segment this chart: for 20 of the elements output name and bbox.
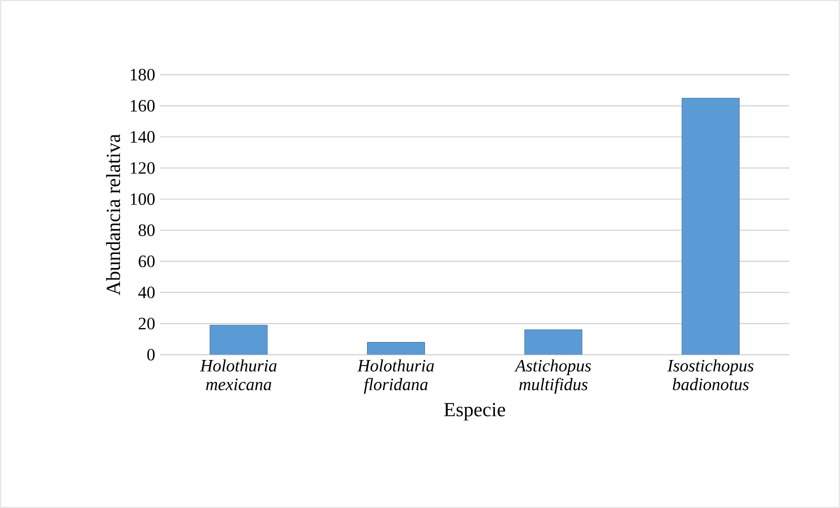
y-tick-label: 120 [130,162,155,174]
y-tick-label: 80 [138,224,155,236]
y-tick-label: 100 [130,193,155,205]
x-tick-label: Astichopus multifidus [514,359,591,394]
x-tick-label: Holothuria mexicana [200,359,277,390]
y-tick-label: 180 [130,68,155,81]
bar [210,324,268,355]
x-axis-title: Especie [444,402,506,420]
x-tick-label: Holothuria floridana [357,359,434,394]
y-tick-label: 60 [138,255,155,268]
y-tick-label: 160 [130,100,155,112]
y-tick-label: 140 [130,131,155,143]
x-tick-label: Isostichopus badionotus [667,359,754,390]
y-axis-title: Abundancia relativa [106,134,120,296]
bar [682,98,740,355]
bar [367,342,425,355]
bar [524,330,582,355]
y-tick-label: 0 [147,348,155,361]
y-tick-label: 20 [138,318,155,330]
y-tick-label: 40 [138,286,155,298]
